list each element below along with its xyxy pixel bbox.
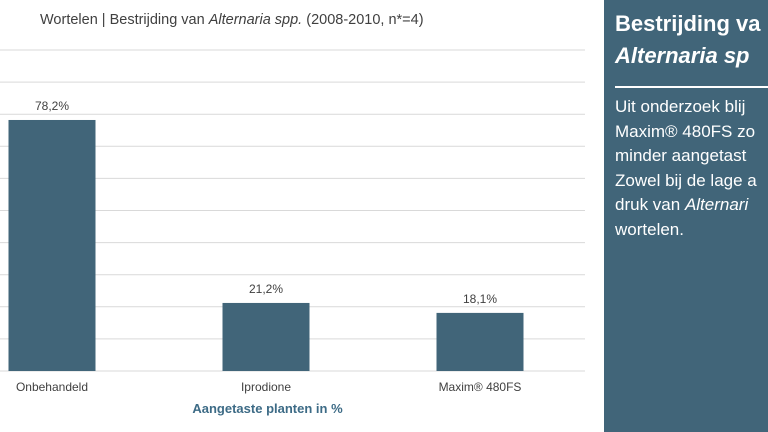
bars xyxy=(8,119,524,371)
chart-title: Wortelen | Bestrijding van Alternaria sp… xyxy=(40,12,424,28)
side-panel-title: Bestrijding va Alternaria sp xyxy=(615,8,760,72)
chart-title-prefix: Wortelen | Bestrijding van xyxy=(40,12,209,28)
side-panel-body-line3: minder aangetast xyxy=(615,146,747,165)
bar-iprodione xyxy=(222,302,310,371)
x-tick-label: Iprodione xyxy=(241,380,291,394)
chart-title-suffix: (2008-2010, n*=4) xyxy=(302,12,424,28)
side-panel-body-line5-italic: Alternari xyxy=(684,195,749,214)
side-panel-body: Uit onderzoek blij Maxim® 480FS zo minde… xyxy=(615,95,757,242)
side-panel: Bestrijding va Alternaria sp Uit onderzo… xyxy=(604,0,768,432)
side-panel-body-line2: Maxim® 480FS zo xyxy=(615,121,756,141)
chart-title-italic: Alternaria spp. xyxy=(208,12,303,28)
data-label: 18,1% xyxy=(463,292,497,306)
bar-maxim-480fs xyxy=(436,312,524,371)
side-panel-body-line5-prefix: druk van xyxy=(615,195,685,214)
x-axis-label: Aangetaste planten in % xyxy=(192,401,343,416)
bar-onbehandeld xyxy=(8,119,96,371)
x-tick-label: Maxim® 480FS xyxy=(439,380,522,394)
side-panel-title-line1: Bestrijding va xyxy=(615,11,761,36)
data-labels: 78,2% 21,2% 18,1% xyxy=(35,99,497,306)
data-label: 78,2% xyxy=(35,99,69,113)
x-tick-label: Onbehandeld xyxy=(16,380,88,394)
x-tick-labels: Onbehandeld Iprodione Maxim® 480FS xyxy=(16,380,521,394)
side-panel-body-line1: Uit onderzoek blij xyxy=(615,97,746,116)
side-panel-divider xyxy=(615,86,768,88)
side-panel-body-line6: wortelen. xyxy=(615,219,684,239)
data-label: 21,2% xyxy=(249,282,283,296)
side-panel-body-line4: Zowel bij de lage a xyxy=(615,170,757,190)
side-panel-title-line2: Alternaria sp xyxy=(615,43,750,68)
side-panel-body-line5: druk van Alternari xyxy=(615,193,757,218)
bar-chart: 78,2% 21,2% 18,1% Onbehandeld Iprodione Maxi… xyxy=(0,49,585,394)
